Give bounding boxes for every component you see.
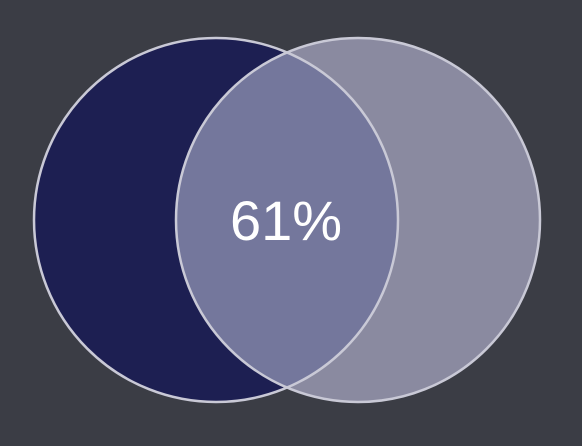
right-circle-outline: [174, 36, 542, 404]
left-circle-outline: [32, 36, 400, 404]
overlap-percentage-label: 61%: [230, 189, 342, 252]
overlap-region: [176, 38, 398, 402]
